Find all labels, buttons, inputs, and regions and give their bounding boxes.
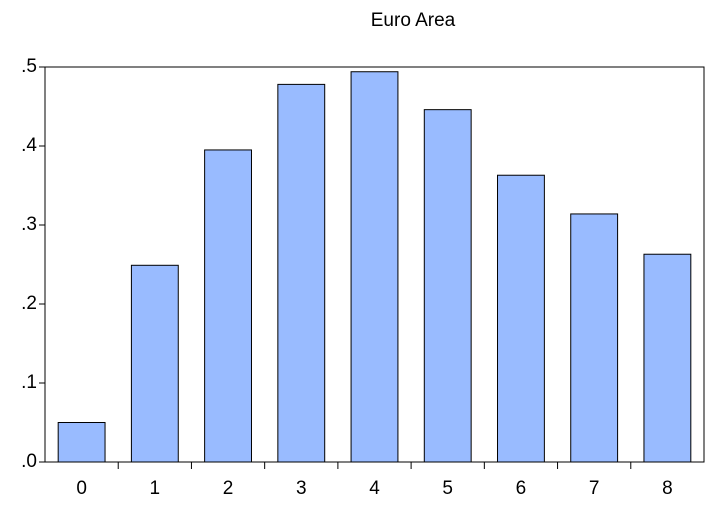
- x-tick-label: 6: [516, 478, 527, 499]
- y-tick-label: .1: [21, 372, 37, 393]
- y-tick-label: .3: [21, 214, 37, 235]
- x-tick-label: 8: [662, 478, 673, 499]
- bar: [204, 149, 252, 463]
- bar: [497, 174, 545, 463]
- y-tick-label: .5: [21, 56, 37, 77]
- x-tick-label: 7: [589, 478, 600, 499]
- bar: [350, 71, 399, 463]
- x-tick-label: 5: [442, 478, 453, 499]
- bar: [277, 83, 326, 463]
- bar: [130, 264, 179, 463]
- y-tick-label: .4: [21, 135, 37, 156]
- x-tick-label: 3: [296, 478, 307, 499]
- y-tick-label: .2: [21, 293, 37, 314]
- x-tick-label: 4: [369, 478, 380, 499]
- y-tick-label: .0: [21, 451, 37, 472]
- x-tick-label: 2: [223, 478, 234, 499]
- bar: [423, 109, 472, 463]
- x-tick-label: 1: [150, 478, 161, 499]
- bar: [643, 253, 692, 463]
- x-tick-label: 0: [76, 478, 87, 499]
- bar: [57, 422, 106, 463]
- chart-title: Euro Area: [371, 10, 456, 31]
- bar: [570, 213, 619, 463]
